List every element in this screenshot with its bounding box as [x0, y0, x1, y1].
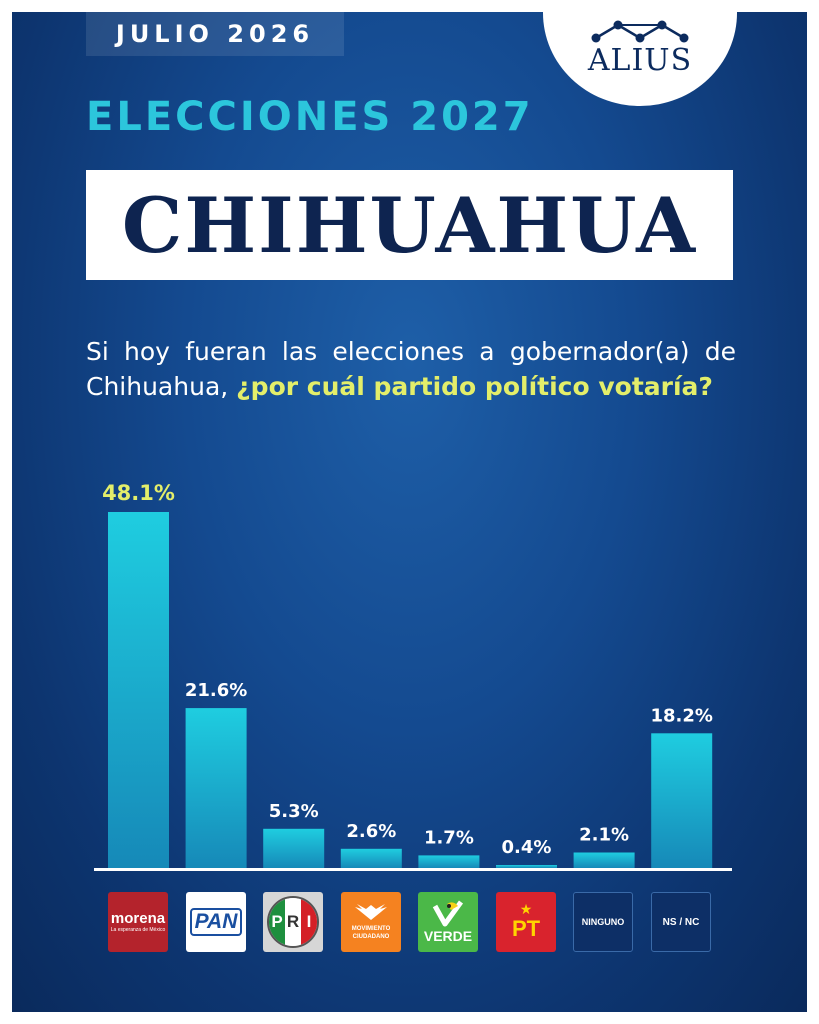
subtitle: ELECCIONES 2027: [86, 94, 534, 140]
title-box: CHIHUAHUA: [86, 170, 733, 280]
question-highlight: ¿por cuál partido político votaría?: [236, 372, 713, 401]
bar-ninguno: [573, 852, 635, 868]
question-line-2: Chihuahua, ¿por cuál partido político vo…: [86, 369, 736, 404]
verde-logo: VERDE: [418, 892, 478, 952]
survey-question: Si hoy fueran las elecciones a gobernado…: [86, 334, 736, 404]
value-label-pan: 21.6%: [185, 680, 247, 701]
date-band: JULIO 2026: [86, 12, 344, 56]
pri-stripe-white: R: [285, 898, 301, 946]
date-label: JULIO 2026: [115, 20, 315, 48]
mc-logo-line1: MOVIMIENTO: [351, 926, 391, 932]
bar-ns-nc: [651, 733, 713, 868]
brand-name: ALIUS: [587, 43, 693, 78]
chart-baseline: [94, 868, 732, 871]
mc-logo-line2: CIUDADANO: [352, 934, 390, 940]
value-label-pt: 0.4%: [502, 837, 552, 858]
value-label-morena: 48.1%: [102, 481, 175, 505]
toucan-icon: [432, 900, 464, 927]
morena-logo-tagline: La esperanza de México: [110, 926, 166, 933]
pri-letter-p: P: [271, 912, 283, 931]
brand-network-icon: [591, 20, 689, 43]
question-plain: Chihuahua,: [86, 372, 237, 401]
bar-verde: [418, 855, 480, 868]
value-label-ninguno: 2.1%: [579, 825, 629, 846]
poster: JULIO 2026 ALIUS ELECCIONES 2027 CHIHUAH…: [12, 12, 807, 1012]
value-label-ns-nc: 18.2%: [650, 705, 712, 726]
pan-logo-name: PAN: [189, 908, 243, 936]
question-line-1: Si hoy fueran las elecciones a gobernado…: [86, 337, 736, 366]
ninguno-box: NINGUNO: [573, 892, 633, 952]
morena-logo: morena La esperanza de México: [108, 892, 168, 952]
bar-pri: [263, 828, 325, 868]
pt-logo-name: PT: [511, 916, 541, 941]
eagle-icon: [355, 904, 387, 920]
pri-letter-r: R: [286, 912, 300, 931]
bar-movimiento-ciudadano: [340, 848, 402, 868]
nsnc-box: NS / NC: [651, 892, 711, 952]
party-logos: morena La esperanza de México PAN P R I …: [108, 892, 728, 956]
bar-morena: [108, 512, 169, 868]
pri-letter-i: I: [306, 912, 312, 931]
pan-logo: PAN: [186, 892, 246, 952]
value-label-pri: 5.3%: [269, 801, 319, 822]
value-label-verde: 1.7%: [424, 827, 474, 848]
morena-logo-name: morena: [110, 909, 166, 927]
star-icon: ★: [519, 902, 533, 918]
pri-emblem: P R I: [267, 896, 319, 948]
pri-stripe-red: I: [301, 898, 317, 946]
mc-logo: MOVIMIENTO CIUDADANO: [341, 892, 401, 952]
pri-logo: P R I: [263, 892, 323, 952]
bar-pan: [185, 708, 247, 868]
nsnc-label: NS / NC: [662, 916, 700, 928]
bar-pt: [496, 865, 557, 868]
verde-logo-name: VERDE: [423, 928, 473, 944]
pt-logo: ★ PT: [496, 892, 556, 952]
bar-chart: 48.1% 21.6% 5.3% 2.6% 1.7% 0.4% 2.1% 18.2%: [102, 481, 713, 868]
page-title: CHIHUAHUA: [121, 180, 698, 270]
ninguno-label: NINGUNO: [581, 917, 625, 927]
value-label-movimiento-ciudadano: 2.6%: [346, 821, 396, 842]
pri-stripe-green: P: [269, 898, 285, 946]
